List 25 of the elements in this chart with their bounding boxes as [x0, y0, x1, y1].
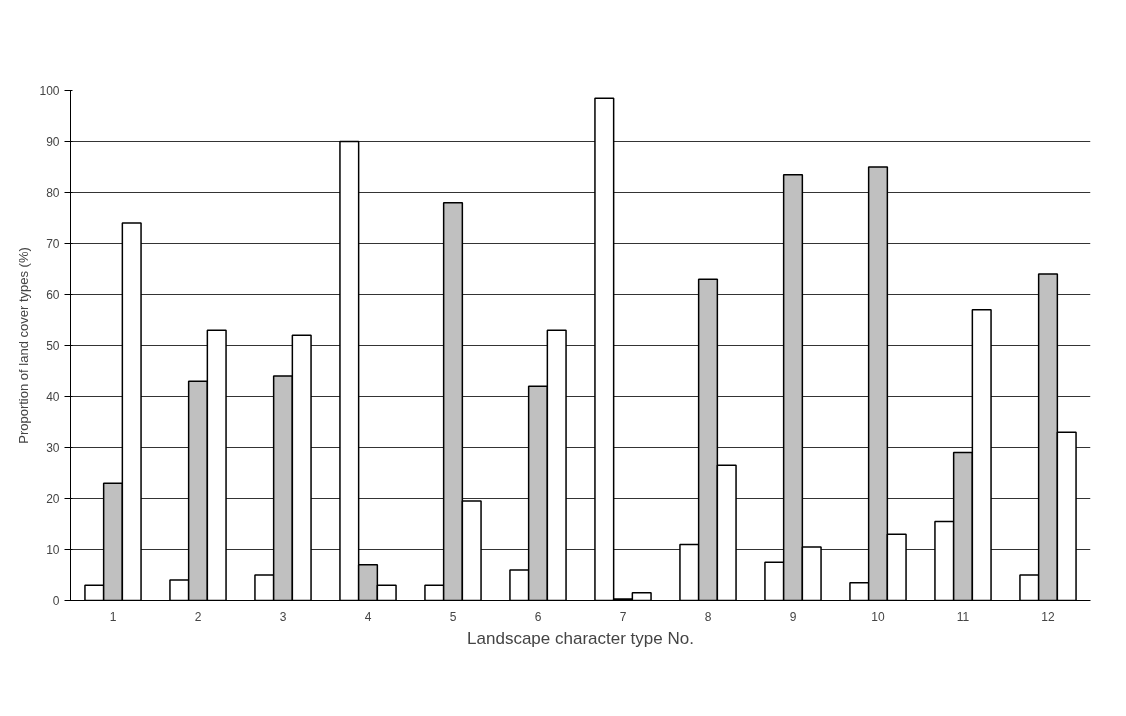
x-tick-label: 7	[619, 609, 627, 624]
y-tick-label: 10	[46, 543, 60, 557]
y-tick-label: 60	[46, 288, 60, 302]
x-axis-title: Landscape character type No.	[467, 628, 694, 648]
x-tick-label: 1	[109, 609, 117, 624]
x-tick-label: 12	[1041, 609, 1055, 624]
y-axis-title: Proportion of land cover types (%)	[16, 247, 32, 444]
y-tick-label: 90	[46, 135, 60, 149]
x-tick-label: 3	[279, 609, 287, 624]
x-tick-label: 10	[871, 609, 885, 624]
x-tick-label: 9	[789, 609, 797, 624]
y-tick-label: 80	[46, 186, 60, 200]
x-tick-label: 2	[194, 609, 202, 624]
x-tick-label: 8	[704, 609, 712, 624]
y-tick-label: 20	[46, 492, 60, 506]
x-tick-label: 6	[534, 609, 542, 624]
y-tick-label: 0	[52, 594, 60, 608]
x-tick-label: 5	[449, 609, 457, 624]
y-tick-label: 100	[39, 84, 60, 98]
x-tick-label: 4	[364, 609, 372, 624]
y-tick-label: 30	[46, 441, 60, 455]
y-tick-label: 70	[46, 237, 60, 251]
x-tick-label: 11	[956, 609, 970, 624]
y-tick-label: 50	[46, 339, 60, 353]
y-tick-label: 40	[46, 390, 60, 404]
